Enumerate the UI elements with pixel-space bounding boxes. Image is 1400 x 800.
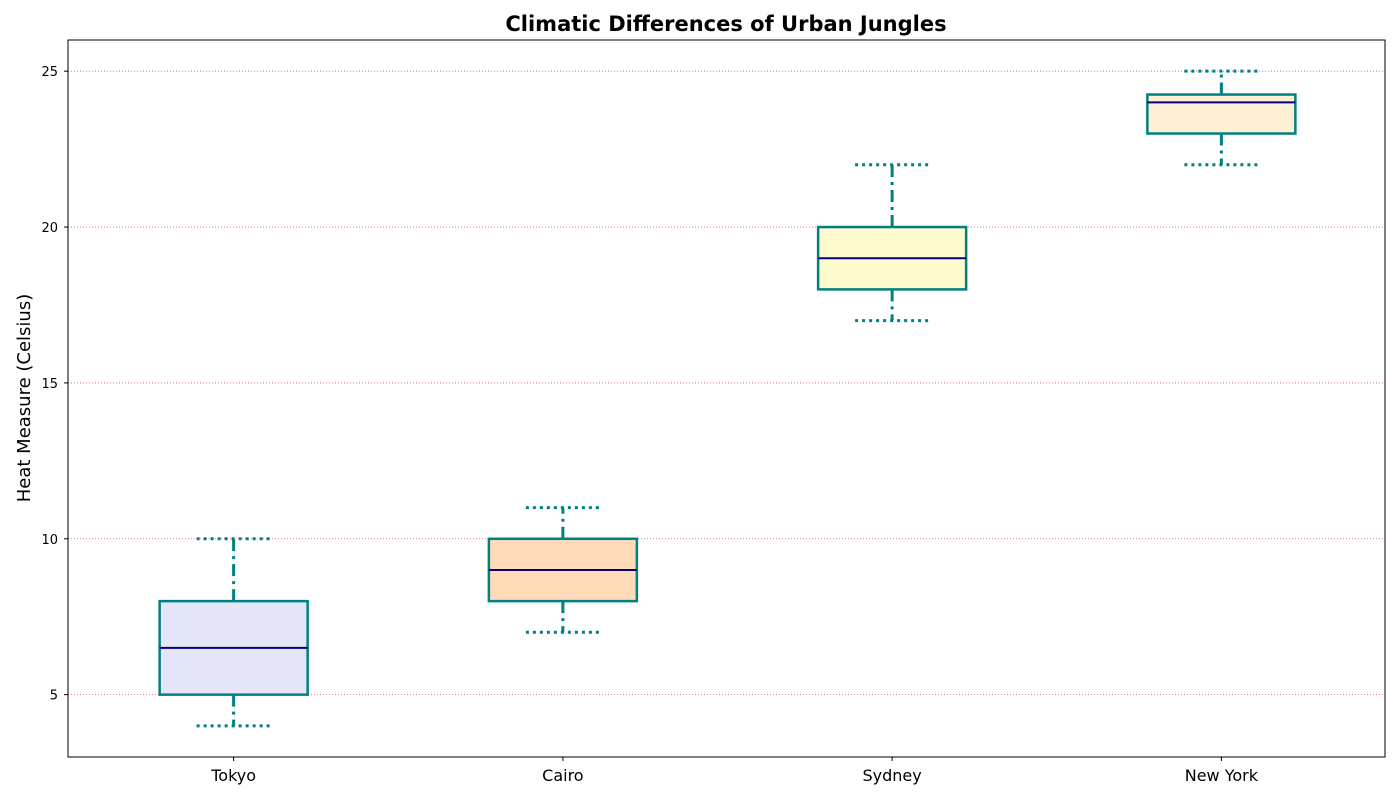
box-body <box>1146 93 1297 135</box>
x-tick-label: Cairo <box>542 766 583 785</box>
y-tick-label: 15 <box>41 377 58 392</box>
box-layer <box>158 69 1297 728</box>
x-tick-label: Sydney <box>863 766 922 785</box>
y-tick-label: 20 <box>41 221 58 236</box>
x-tick-label: New York <box>1185 766 1259 785</box>
y-tick-label: 25 <box>41 65 58 80</box>
box-group-cairo <box>487 506 639 634</box>
x-tick-label: Tokyo <box>210 766 256 785</box>
y-tick-label: 5 <box>50 689 58 704</box>
plot-frame <box>67 39 1386 758</box>
box-group-tokyo <box>158 537 309 728</box>
box-group-new-york <box>1146 69 1297 167</box>
y-tick-label: 10 <box>41 533 58 548</box>
chart-title: Climatic Differences of Urban Jungles <box>505 12 946 36</box>
y-axis-label: Heat Measure (Celsius) <box>14 294 35 503</box>
axis-layer: 5 10 15 20 25 Tokyo Cairo Sydney New York <box>41 65 1258 785</box>
box-group-sydney <box>816 163 968 323</box>
